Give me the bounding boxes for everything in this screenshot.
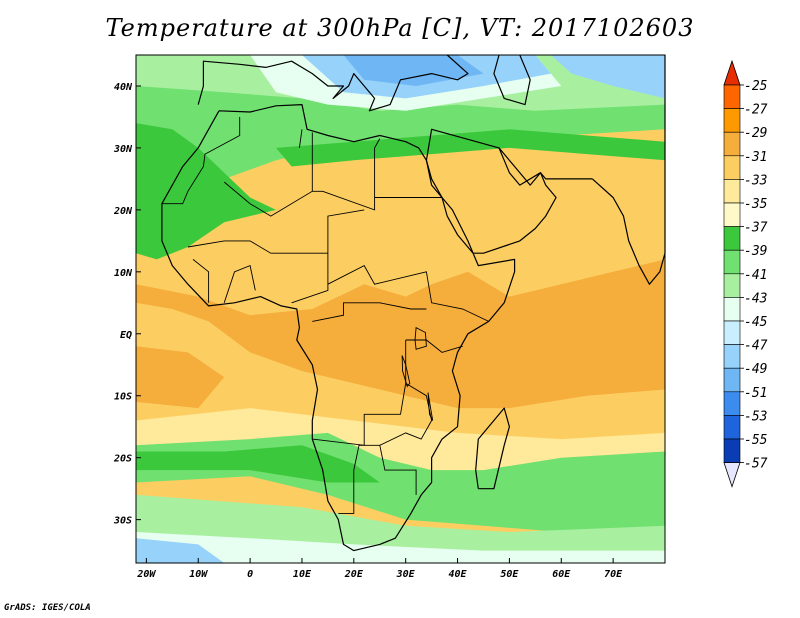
lat-tick-label: 10S bbox=[114, 392, 132, 403]
colorbar: -25 -27 -29 -31 -33 -35 -37 -39 -41 -43 -45 -47 -49 -… bbox=[723, 59, 768, 488]
field-equator-orange bbox=[136, 259, 665, 409]
country-border bbox=[379, 445, 417, 495]
country-border bbox=[312, 340, 407, 446]
colorbar-label: -51 bbox=[744, 386, 767, 401]
field-south-white bbox=[136, 532, 665, 563]
colorbar-label: -35 bbox=[744, 197, 768, 212]
colorbar-swatch bbox=[723, 108, 741, 133]
caspian-coastline bbox=[493, 54, 531, 106]
colorbar-swatch bbox=[723, 320, 741, 345]
lat-tick-label: 20S bbox=[113, 454, 132, 465]
field-south-blue bbox=[136, 538, 225, 563]
gulf-coastline bbox=[498, 147, 593, 186]
africa-coastline bbox=[161, 103, 516, 552]
lat-tick-label: 30N bbox=[113, 144, 133, 155]
lat-tick-label: 10N bbox=[114, 268, 133, 279]
country-border bbox=[187, 240, 328, 254]
country-border bbox=[223, 264, 256, 303]
lat-tick-label: 20N bbox=[113, 206, 133, 217]
colorbar-label: -37 bbox=[744, 221, 768, 236]
lat-tick-label: EQ bbox=[120, 330, 132, 341]
colorbar-swatch bbox=[723, 249, 741, 275]
colorbar-swatch bbox=[723, 297, 741, 322]
colorbar-label: -55 bbox=[744, 433, 768, 448]
arabia-coastline bbox=[425, 128, 557, 254]
lon-tick-label: 10E bbox=[293, 569, 312, 580]
temperature-field bbox=[136, 55, 665, 563]
colorbar-swatch bbox=[723, 226, 741, 251]
colorbar-label: -33 bbox=[744, 173, 767, 188]
country-border bbox=[291, 209, 365, 304]
lon-tick-label: 10W bbox=[189, 569, 208, 580]
field-south-dark-green bbox=[136, 445, 380, 483]
colorbar-label: -39 bbox=[744, 244, 767, 259]
lon-tick-label: 30E bbox=[396, 569, 416, 580]
colorbar-label: -43 bbox=[744, 291, 767, 306]
colorbar-swatch bbox=[723, 155, 741, 180]
lat-tick-label: 30S bbox=[113, 516, 132, 527]
colorbar-label: -27 bbox=[744, 103, 768, 118]
colorbar-label: -45 bbox=[744, 315, 768, 330]
colorbar-swatch bbox=[723, 84, 741, 109]
country-border bbox=[223, 138, 381, 217]
lon-tick-label: 20E bbox=[344, 569, 364, 580]
latitude-axis: 40N 30N 20N 10N EQ 10S 20S 30S bbox=[113, 82, 141, 527]
europe-coastline bbox=[197, 54, 469, 112]
map-frame bbox=[135, 54, 666, 564]
colorbar-label: -25 bbox=[744, 79, 768, 94]
country-border bbox=[312, 302, 427, 322]
colorbar-swatch bbox=[723, 391, 741, 416]
colorbar-swatch bbox=[723, 131, 741, 157]
longitude-axis: 20W 10W 0 10E 20E 30E 40E 50E 60E 70E bbox=[136, 558, 623, 580]
lon-tick-label: 50E bbox=[500, 569, 519, 580]
country-border bbox=[161, 117, 241, 205]
lon-tick-label: 20W bbox=[136, 569, 156, 580]
colorbar-swatch bbox=[723, 344, 741, 369]
colorbar-swatch bbox=[723, 179, 741, 204]
country-border bbox=[192, 259, 210, 303]
colorbar-top-arrow bbox=[723, 59, 741, 86]
lake-outline bbox=[414, 326, 427, 350]
lon-tick-label: 60E bbox=[552, 569, 571, 580]
colorbar-label: -29 bbox=[744, 126, 767, 141]
lake-outline bbox=[427, 392, 434, 421]
madagascar-coastline bbox=[475, 407, 510, 490]
coastlines-borders bbox=[161, 54, 666, 552]
colorbar-swatch bbox=[723, 367, 741, 393]
country-border bbox=[327, 265, 489, 322]
colorbar-label: -41 bbox=[744, 268, 767, 283]
lon-tick-label: 70E bbox=[604, 569, 623, 580]
country-border bbox=[298, 129, 303, 148]
colorbar-label: -57 bbox=[744, 457, 768, 472]
colorbar-swatch bbox=[723, 202, 741, 227]
colorbar-label: -31 bbox=[744, 150, 767, 165]
lake-outline bbox=[401, 355, 411, 388]
colorbar-label: -47 bbox=[744, 339, 768, 354]
colorbar-swatch bbox=[723, 415, 741, 440]
colorbar-bottom-arrow bbox=[723, 462, 741, 488]
lat-tick-label: 40N bbox=[114, 82, 133, 93]
colorbar-swatch bbox=[723, 273, 741, 298]
colorbar-label: -53 bbox=[744, 409, 767, 424]
map-title: Temperature at 300hPa [C], VT: 201710260… bbox=[105, 14, 695, 42]
field-sahara-green bbox=[276, 129, 665, 167]
lon-tick-label: 0 bbox=[247, 569, 253, 580]
grads-credit: GrADS: IGES/COLA bbox=[4, 603, 91, 613]
field-ne-blue bbox=[550, 55, 665, 99]
lon-tick-label: 40E bbox=[449, 569, 468, 580]
field-west-orange bbox=[136, 346, 225, 409]
country-border bbox=[405, 339, 463, 353]
colorbar-swatch bbox=[723, 438, 741, 463]
colorbar-label: -49 bbox=[744, 362, 767, 377]
field-north-dark-green bbox=[136, 123, 276, 260]
